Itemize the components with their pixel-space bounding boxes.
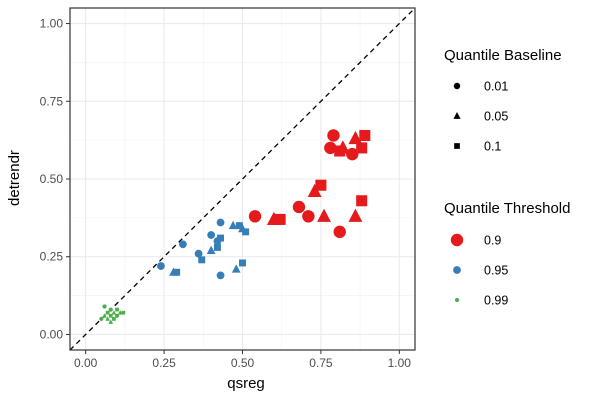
x-tick-label: 0.00 (74, 356, 98, 370)
data-point (105, 316, 110, 321)
data-point (324, 141, 337, 155)
data-point (198, 256, 206, 264)
data-point (108, 307, 113, 312)
plot-area: 0.00 0.25 0.50 0.75 1.00 0.00 0.25 0.50 0.75 1.00 (40, 7, 416, 370)
data-point (239, 259, 246, 267)
data-point (102, 313, 107, 318)
y-tick-label: 1.00 (40, 17, 64, 31)
data-point (333, 225, 346, 239)
x-tick-label: 0.50 (231, 356, 255, 370)
data-point (121, 310, 126, 315)
legend-key-circle (453, 82, 461, 90)
data-point (102, 304, 107, 309)
data-point (112, 317, 116, 321)
data-point (108, 313, 113, 318)
legend-label-baseline: 0.1 (484, 140, 501, 154)
data-point (348, 130, 363, 145)
legend-key-square (454, 143, 460, 149)
data-point (359, 129, 371, 141)
x-tick-label: 0.25 (152, 356, 176, 370)
y-axis-title: detrendr (6, 150, 23, 206)
legend-title-baseline: Quantile Baseline (444, 47, 562, 64)
data-point (157, 262, 165, 270)
data-point (335, 140, 350, 154)
data-point (117, 310, 123, 315)
data-point (327, 129, 340, 142)
series-0.9 (248, 129, 371, 239)
data-point (242, 228, 250, 236)
legend-label-baseline: 0.01 (484, 80, 508, 94)
data-point (231, 264, 241, 273)
x-tick-label: 1.00 (388, 356, 412, 370)
legend-key-triangle (453, 112, 461, 119)
data-point (356, 142, 368, 154)
data-point (111, 310, 117, 315)
data-point (346, 147, 359, 161)
legend-key-0.95 (453, 266, 461, 274)
legend-label-threshold: 0.99 (484, 294, 508, 308)
x-axis-title: qsreg (227, 375, 265, 392)
data-point (317, 208, 331, 222)
data-point (235, 222, 243, 230)
data-point (274, 213, 286, 225)
legend-label-threshold: 0.9 (484, 234, 501, 248)
data-point (217, 234, 225, 242)
data-point (348, 208, 363, 222)
data-point (216, 271, 225, 280)
series-0.95 (157, 218, 250, 280)
data-point (206, 245, 216, 255)
data-point (248, 210, 262, 223)
y-tick-label: 0.50 (40, 172, 64, 186)
data-point (315, 179, 327, 191)
legend-title-threshold: Quantile Threshold (444, 200, 570, 217)
data-point (302, 210, 315, 223)
y-tick-label: 0.00 (40, 327, 64, 341)
data-point (115, 307, 119, 312)
data-point (207, 231, 216, 239)
legend-key-0.9 (450, 233, 464, 247)
data-point (105, 310, 110, 315)
y-tick-label: 0.75 (40, 94, 64, 108)
x-tick-label: 0.75 (309, 356, 333, 370)
data-point (228, 220, 238, 230)
legend-key-0.99 (454, 297, 460, 303)
data-point (173, 268, 181, 276)
data-point (194, 249, 203, 258)
data-point (307, 183, 322, 198)
data-point (213, 243, 221, 251)
legend-label-baseline: 0.05 (484, 110, 508, 124)
data-point (356, 195, 368, 207)
data-point (216, 218, 225, 227)
data-point (213, 237, 222, 246)
data-point (292, 200, 306, 214)
data-point (114, 313, 120, 318)
data-point (179, 240, 187, 249)
series-0.99 (99, 304, 126, 324)
legend: Quantile Baseline 0.01 0.05 0.1 Quantile Thr… (444, 47, 570, 308)
data-point (99, 316, 104, 322)
legend-label-threshold: 0.95 (484, 264, 508, 278)
y-tick-label: 0.25 (40, 250, 64, 264)
data-point (108, 319, 114, 324)
